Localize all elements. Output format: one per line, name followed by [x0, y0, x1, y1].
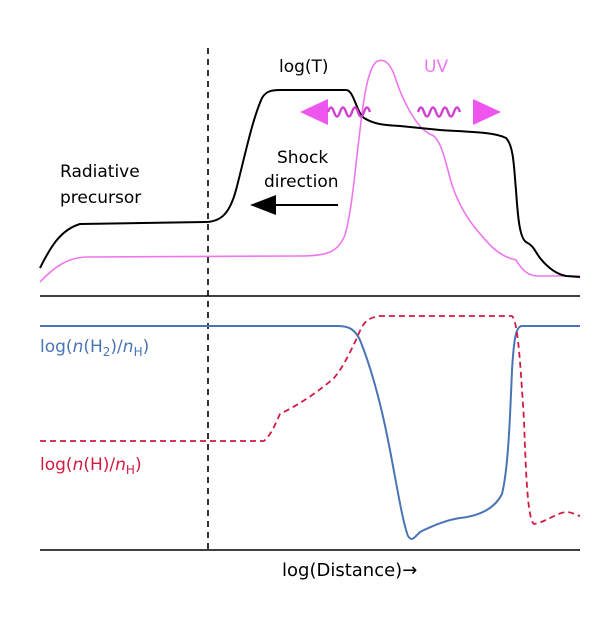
shock-label-line2: direction [264, 172, 339, 192]
shock-label-line1: Shock [277, 148, 328, 168]
x-axis-label: log(Distance)→ [282, 560, 417, 581]
shock-direction-arrowhead [250, 195, 276, 215]
h2-abundance-label: log(n(H2)/nH) [40, 337, 149, 359]
h-abundance-label: log(n(H)/nH) [40, 455, 142, 477]
radiative-label-line2: precursor [60, 188, 141, 208]
uv-right-arrow [416, 99, 501, 125]
temperature-curve [39, 89, 581, 278]
temperature-label: log(T) [279, 57, 329, 77]
h-abundance-curve [40, 315, 581, 525]
uv-left-arrow [300, 99, 372, 125]
uv-curve [39, 59, 580, 283]
uv-label: UV [424, 57, 448, 77]
radiative-label-line1: Radiative [60, 162, 140, 182]
h2-abundance-curve [40, 325, 580, 540]
